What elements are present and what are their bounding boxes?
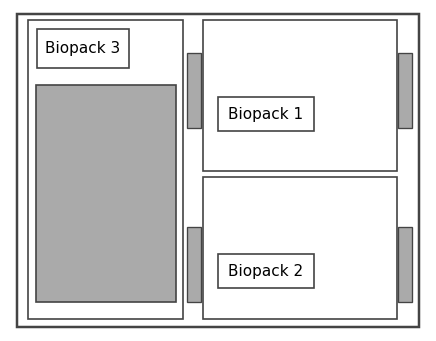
Bar bbox=[187, 227, 201, 302]
Bar bbox=[203, 20, 397, 170]
Bar bbox=[218, 254, 314, 288]
Bar bbox=[36, 85, 176, 302]
Text: Biopack 2: Biopack 2 bbox=[228, 264, 303, 279]
Bar bbox=[218, 97, 314, 131]
Bar bbox=[37, 29, 129, 68]
Bar bbox=[203, 177, 397, 319]
Bar bbox=[28, 20, 183, 319]
Bar bbox=[398, 227, 412, 302]
Text: Biopack 3: Biopack 3 bbox=[45, 41, 120, 56]
Bar bbox=[187, 53, 201, 128]
Text: Biopack 1: Biopack 1 bbox=[228, 107, 303, 122]
Bar bbox=[398, 53, 412, 128]
